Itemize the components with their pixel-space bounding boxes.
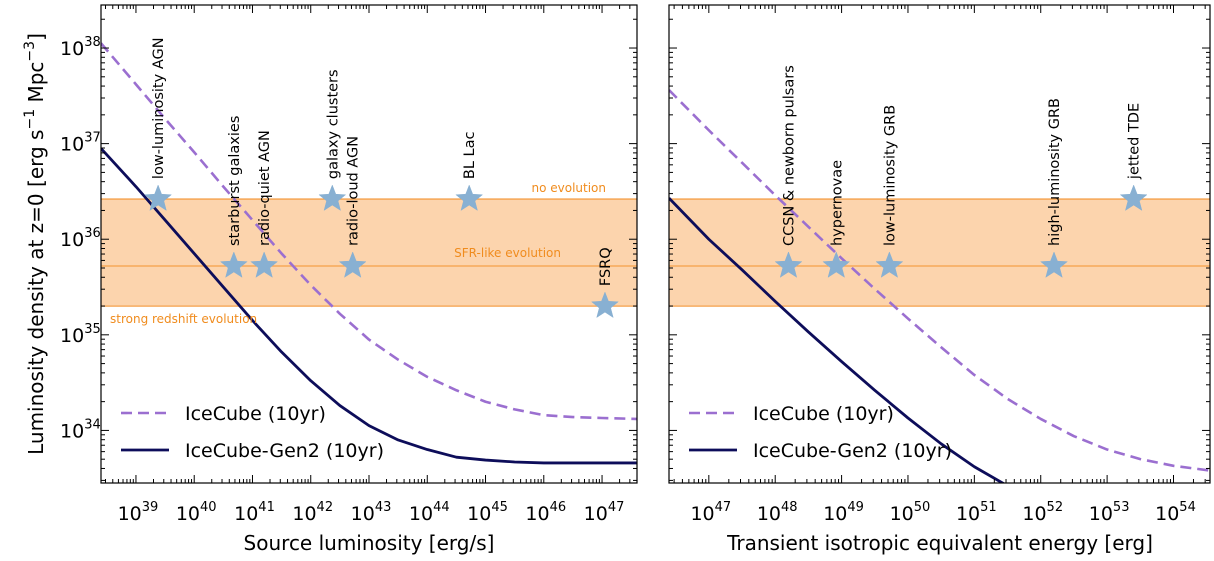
- left-plot-area: [101, 42, 637, 465]
- left-x-tick-label-3: 1042: [292, 500, 333, 525]
- y-tick-label-3: 1037: [60, 131, 101, 156]
- right-source-marker-2: [875, 251, 904, 278]
- right-legend-icecube-label: IceCube (10yr): [753, 403, 894, 425]
- right-source-label-2: low-luminosity GRB: [882, 105, 898, 246]
- left-x-tick-label-8: 1047: [584, 500, 625, 525]
- y-tick-label-2: 1036: [60, 226, 101, 251]
- band-label-strong: strong redshift evolution: [110, 312, 257, 326]
- right-source-marker-1: [822, 251, 851, 278]
- left-source-label-6: FSRQ: [598, 247, 614, 286]
- left-panel: low-luminosity AGN starburst galaxies radi…: [60, 4, 638, 525]
- left-source-marker-2: [250, 251, 279, 278]
- left-source-label-3: galaxy clusters: [325, 69, 341, 179]
- left-icecube-curve: [101, 42, 637, 421]
- right-x-tick-label-7: 1054: [1155, 500, 1196, 525]
- right-x-tick-label-4: 1051: [956, 500, 997, 525]
- left-source-label-1: starburst galaxies: [227, 116, 243, 246]
- right-panel: CCSN & newborn pulsars hypernovae low-lumi…: [668, 4, 1211, 525]
- y-axis-label: Luminosity density at z=0 [erg s−1 Mpc−3…: [22, 33, 48, 455]
- y-axis-label-main: Luminosity density at z=0 [erg s: [24, 130, 48, 455]
- y-axis-label-sup1: −1: [22, 109, 38, 130]
- left-source-marker-5: [455, 184, 484, 211]
- right-x-tick-label-6: 1053: [1089, 500, 1130, 525]
- right-source-marker-3: [1040, 251, 1068, 278]
- left-source-label-5: BL Lac: [462, 131, 478, 179]
- right-source-label-3: high-luminosity GRB: [1047, 98, 1063, 246]
- left-source-marker-4: [338, 251, 367, 278]
- left-source-marker-6: [590, 291, 619, 319]
- left-source-label-2: radio-quiet AGN: [257, 130, 273, 246]
- left-x-tick-label-1: 1040: [176, 500, 217, 525]
- left-source-marker-1: [219, 251, 248, 278]
- left-x-tick-label-4: 1043: [351, 500, 392, 525]
- right-x-tick-label-3: 1050: [890, 500, 931, 525]
- band-label-no-evolution: no evolution: [531, 181, 606, 195]
- right-source-label-0: CCSN & newborn pulsars: [781, 65, 797, 246]
- y-tick-label-1: 1035: [60, 322, 101, 347]
- x-axis-label-right: Transient isotropic equivalent energy [e…: [726, 531, 1153, 555]
- right-x-tick-label-1: 1048: [757, 500, 798, 525]
- right-legend-gen2-label: IceCube-Gen2 (10yr): [753, 440, 952, 462]
- left-source-marker-0: [144, 184, 173, 211]
- band-label-sfr: SFR-like evolution: [454, 246, 561, 260]
- right-x-tick-label-2: 1049: [823, 500, 864, 525]
- left-gen2-curve: [101, 147, 637, 465]
- right-x-tick-label-5: 1052: [1022, 500, 1063, 525]
- right-plot-area: [669, 89, 1210, 483]
- left-source-label-0: low-luminosity AGN: [151, 37, 167, 179]
- left-source-label-4: radio-loud AGN: [346, 136, 362, 246]
- right-gen2-curve: [669, 197, 1006, 483]
- y-axis-label-mid: Mpc: [24, 62, 48, 109]
- y-tick-label-0: 1034: [60, 417, 101, 442]
- right-source-marker-4: [1119, 184, 1148, 211]
- left-x-tick-label-0: 1039: [118, 500, 159, 525]
- left-source-marker-3: [318, 184, 347, 211]
- y-axis-label-end: ]: [24, 33, 48, 41]
- right-x-tick-label-0: 1047: [690, 500, 731, 525]
- right-source-label-1: hypernovae: [829, 160, 845, 246]
- left-evolution-band: [101, 199, 637, 307]
- y-tick-label-4: 1038: [60, 35, 101, 60]
- left-legend-icecube-label: IceCube (10yr): [185, 403, 326, 425]
- left-x-tick-label-2: 1041: [234, 500, 275, 525]
- y-axis-label-sup2: −3: [22, 41, 38, 62]
- left-legend-gen2-label: IceCube-Gen2 (10yr): [185, 440, 384, 462]
- x-axis-label-left: Source luminosity [erg/s]: [244, 531, 495, 555]
- right-source-label-4: jetted TDE: [1127, 103, 1143, 180]
- left-x-tick-label-6: 1045: [467, 500, 508, 525]
- left-x-tick-label-7: 1046: [525, 500, 566, 525]
- right-evolution-band: [669, 199, 1210, 307]
- left-x-tick-label-5: 1044: [409, 500, 450, 525]
- right-icecube-curve: [669, 89, 1210, 472]
- right-source-marker-0: [774, 251, 803, 278]
